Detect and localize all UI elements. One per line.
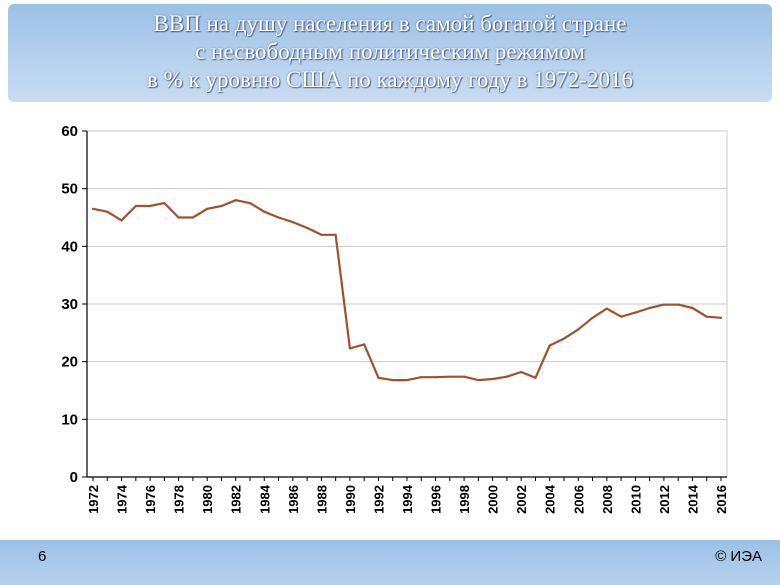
data-point-1988 xyxy=(320,233,323,236)
data-point-2004 xyxy=(548,344,551,347)
data-point-2008 xyxy=(605,307,608,310)
x-tick-label-2004: 2004 xyxy=(543,484,558,514)
x-tick-label-1978: 1978 xyxy=(172,485,187,514)
data-point-1980 xyxy=(206,207,209,210)
slide-title: ВВП на душу населения в самой богатой ст… xyxy=(8,10,772,94)
data-point-1982 xyxy=(234,199,237,202)
data-point-1993 xyxy=(391,379,394,382)
data-point-1996 xyxy=(434,376,437,379)
data-point-1972 xyxy=(91,207,95,210)
data-point-1983 xyxy=(248,201,252,205)
x-tick-label-1984: 1984 xyxy=(257,484,272,514)
data-point-1997 xyxy=(448,375,451,378)
x-tick-label-2008: 2008 xyxy=(600,485,615,514)
data-point-2005 xyxy=(562,337,566,340)
x-tick-label-1990: 1990 xyxy=(343,485,358,514)
y-tick-label-40: 40 xyxy=(61,238,78,255)
data-point-2011 xyxy=(648,306,651,310)
slide-title-line-2: с несвободным политическим режимом xyxy=(195,39,585,64)
x-tick-label-1988: 1988 xyxy=(314,485,329,514)
x-tick-label-2002: 2002 xyxy=(514,485,529,514)
data-point-2002 xyxy=(520,370,523,374)
x-tick-label-1994: 1994 xyxy=(400,484,415,514)
data-point-2009 xyxy=(619,315,623,318)
x-tick-label-1992: 1992 xyxy=(371,485,386,514)
y-tick-label-50: 50 xyxy=(61,181,78,198)
title-band: ВВП на душу населения в самой богатой ст… xyxy=(8,4,772,102)
x-tick-label-1996: 1996 xyxy=(429,485,444,514)
x-tick-label-2012: 2012 xyxy=(657,485,672,514)
data-point-1986 xyxy=(291,221,294,224)
x-tick-label-2016: 2016 xyxy=(714,485,729,514)
data-point-2000 xyxy=(491,377,494,381)
x-tick-label-1998: 1998 xyxy=(457,485,472,514)
x-tick-label-1986: 1986 xyxy=(286,485,301,514)
x-tick-label-2000: 2000 xyxy=(486,485,501,514)
y-tick-label-30: 30 xyxy=(61,296,78,313)
slide-title-line-1: ВВП на душу населения в самой богатой ст… xyxy=(153,11,627,36)
data-point-1978 xyxy=(177,216,180,219)
page-number: 6 xyxy=(38,548,47,565)
data-point-1987 xyxy=(305,226,309,229)
data-point-2015 xyxy=(705,315,708,318)
data-point-1977 xyxy=(163,201,166,205)
data-point-1979 xyxy=(191,216,195,219)
data-point-2006 xyxy=(577,328,580,331)
series-line-gdp-share xyxy=(92,199,722,382)
data-point-2016 xyxy=(719,316,723,319)
data-point-1975 xyxy=(134,204,137,208)
data-point-1974 xyxy=(120,219,123,222)
y-tick-label-20: 20 xyxy=(61,354,78,371)
data-point-1991 xyxy=(363,343,366,346)
series-layer xyxy=(91,199,723,382)
y-tick-label-10: 10 xyxy=(61,411,78,428)
data-point-1984 xyxy=(263,210,266,213)
data-point-2010 xyxy=(634,311,637,314)
data-point-1985 xyxy=(277,216,280,219)
data-point-2003 xyxy=(534,376,537,379)
y-tick-label-0: 0 xyxy=(70,469,78,486)
x-tick-label-1972: 1972 xyxy=(86,485,101,514)
data-point-1981 xyxy=(220,204,223,208)
data-point-2007 xyxy=(591,316,594,319)
axis-layer xyxy=(82,130,727,481)
footer-band xyxy=(0,540,780,585)
copyright-text: © ИЭА xyxy=(715,548,762,565)
data-point-1992 xyxy=(377,376,380,379)
x-tick-labels: 1972 1974 1976 1978 1980 1982 1984 1986 1988 1990… xyxy=(86,484,729,514)
data-point-1999 xyxy=(477,379,480,382)
y-tick-label-60: 60 xyxy=(61,123,78,140)
x-tick-label-2014: 2014 xyxy=(685,484,700,514)
data-point-1990 xyxy=(348,347,352,350)
x-tick-label-1982: 1982 xyxy=(229,485,244,514)
data-point-1973 xyxy=(106,210,109,213)
y-tick-labels: 0 10 20 30 40 50 60 xyxy=(61,123,78,486)
data-point-1998 xyxy=(462,375,466,378)
data-point-2013 xyxy=(677,303,680,306)
x-tick-label-2006: 2006 xyxy=(571,485,586,514)
data-point-1994 xyxy=(405,379,409,382)
data-point-2014 xyxy=(691,306,694,310)
data-point-2001 xyxy=(505,375,509,378)
x-tick-label-1976: 1976 xyxy=(143,485,158,514)
grid-layer xyxy=(87,130,728,477)
x-tick-label-1980: 1980 xyxy=(200,485,215,514)
data-point-1989 xyxy=(334,233,337,236)
data-point-1995 xyxy=(420,376,423,379)
x-tick-label-2010: 2010 xyxy=(628,485,643,514)
data-point-2012 xyxy=(662,303,666,306)
slide-title-line-3: в % к уровню США по каждому году в 1972-… xyxy=(147,67,633,92)
x-tick-label-1974: 1974 xyxy=(115,484,130,514)
data-point-1976 xyxy=(148,204,152,208)
